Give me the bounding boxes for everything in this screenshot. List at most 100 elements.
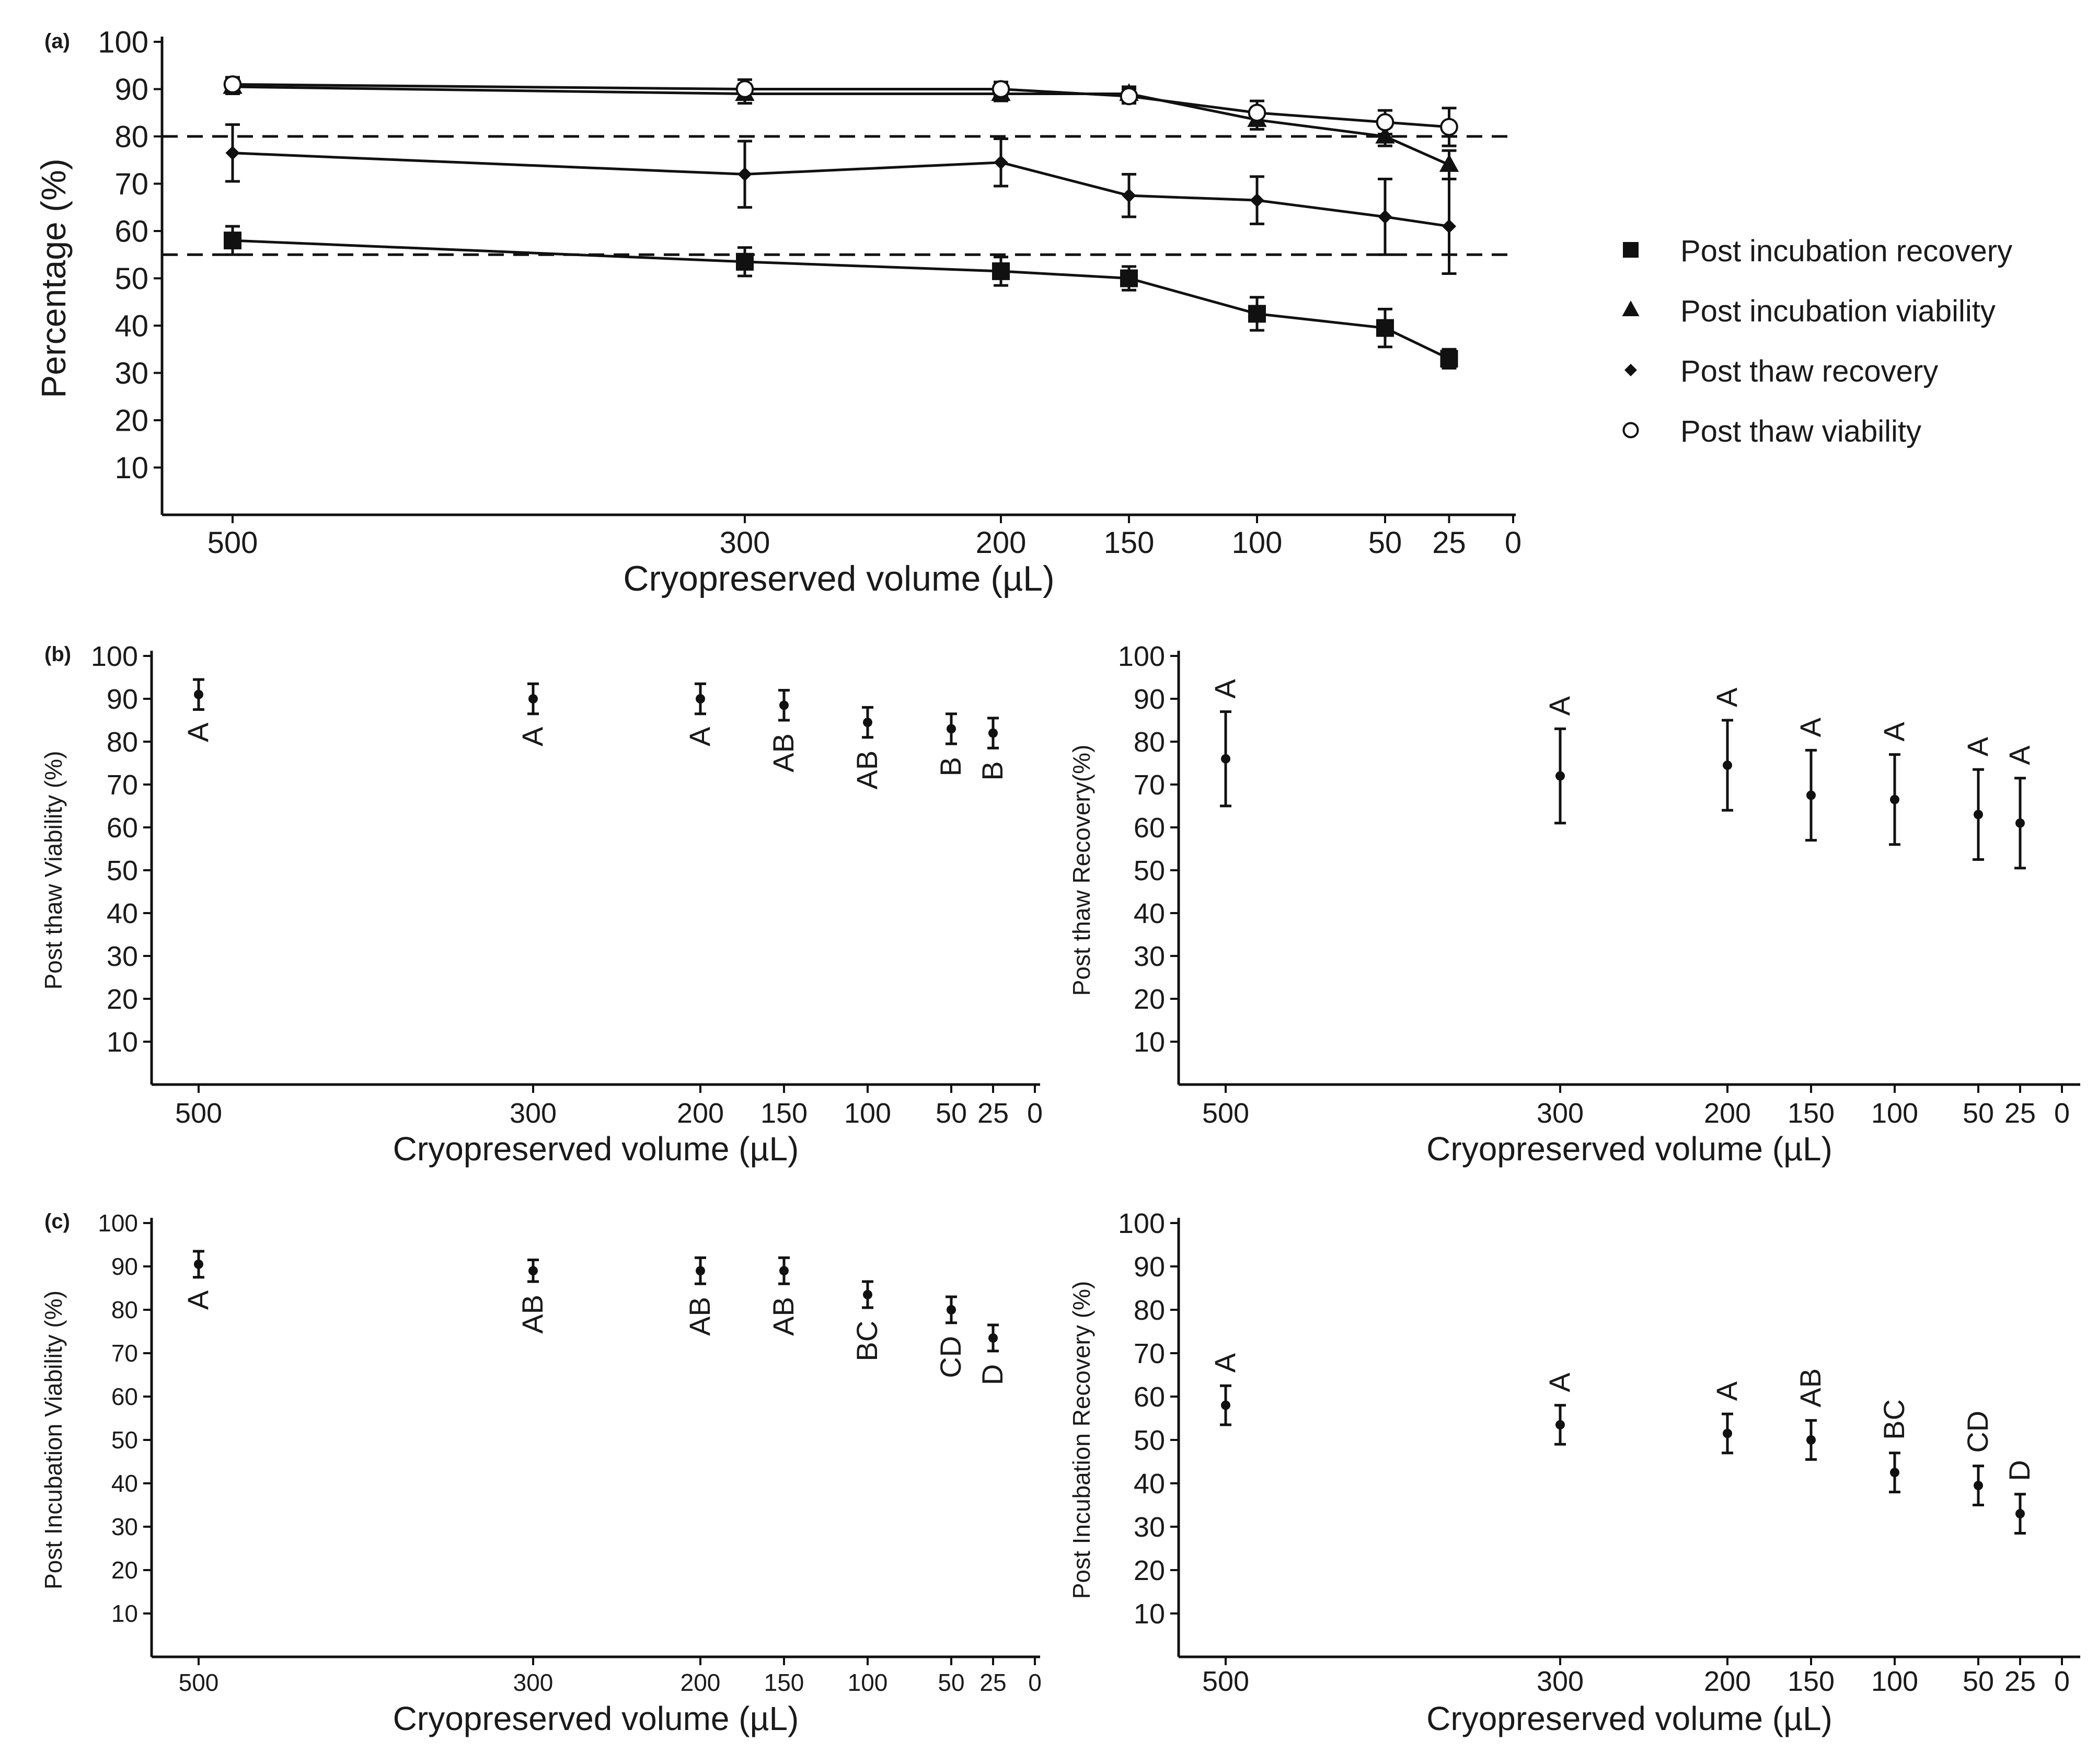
y-tick-label: 100 [91, 641, 138, 672]
data-point: BC [1877, 1399, 1910, 1494]
marker-dot [1890, 1468, 1899, 1478]
y-tick-label: 10 [114, 451, 148, 485]
marker-square [1440, 350, 1458, 368]
x-tick-label: 0 [2054, 1666, 2070, 1697]
marker-diamond [1122, 188, 1136, 203]
x-tick-label: 500 [208, 526, 258, 560]
marker-triangle [1622, 301, 1640, 316]
significance-letter: AB [683, 1297, 716, 1336]
panel-c1: 100 90 80 70 60 50 40 30 20 10 500 300 200 150 100 50 25… [40, 1209, 1042, 1737]
x-tick-label: 25 [979, 1669, 1006, 1696]
x-tick-label: 25 [977, 1098, 1009, 1129]
marker-circle [1120, 87, 1138, 106]
marker-dot [1555, 1420, 1565, 1429]
significance-letter: AB [767, 733, 800, 773]
data-point: AB [516, 1259, 549, 1334]
y-tick-label: 60 [107, 812, 138, 844]
marker-dot [1806, 790, 1816, 800]
significance-letter: BC [1877, 1399, 1910, 1440]
x-axis-title: Cryopreserved volume (µL) [393, 1700, 799, 1737]
x-tick-label: 50 [1963, 1098, 1994, 1129]
y-tick-label: 30 [1134, 1512, 1165, 1543]
marker-square [1120, 269, 1138, 287]
y-tick-label: 60 [114, 214, 148, 248]
y-tick-label: 10 [111, 1600, 138, 1627]
data-point: CD [934, 1295, 967, 1378]
series-post-incubation-recovery [224, 225, 1458, 370]
data-point: D [976, 1323, 1009, 1385]
marker-dot [2015, 1509, 2025, 1519]
y-tick-label: 30 [111, 1513, 138, 1540]
y-tick-label: 50 [107, 855, 138, 886]
y-tick-label: 70 [111, 1340, 138, 1367]
marker-square [1248, 305, 1266, 323]
y-tick-label: 20 [111, 1557, 138, 1584]
marker-square [1623, 242, 1639, 258]
y-tick-label: 20 [1134, 1555, 1165, 1586]
marker-circle [1622, 422, 1639, 439]
x-tick-label: 150 [760, 1098, 808, 1129]
y-tick-label: 30 [1134, 941, 1165, 972]
data-point: A [1208, 679, 1241, 808]
x-axis-title: Cryopreserved volume (µL) [623, 559, 1054, 598]
significance-letter: AB [850, 751, 883, 790]
x-tick-label: 300 [513, 1669, 554, 1696]
marker-dot [1221, 1400, 1230, 1410]
x-axis-title: Cryopreserved volume (µL) [1426, 1130, 1832, 1168]
marker-dot [528, 694, 538, 704]
y-tick-label: 80 [1134, 727, 1165, 758]
significance-letter: AB [516, 1295, 549, 1334]
significance-letter: AB [1794, 1368, 1827, 1408]
data-point: B [976, 717, 1009, 781]
y-tick-label: 10 [1134, 1598, 1165, 1630]
marker-dot [988, 728, 998, 738]
data-point: AB [850, 706, 883, 790]
significance-letter: D [976, 1364, 1009, 1385]
data-point: A [516, 682, 549, 746]
significance-letter: A [1543, 1373, 1576, 1392]
marker-dot [1723, 760, 1732, 770]
significance-letter: A [516, 727, 549, 746]
data-point: AB [1794, 1368, 1827, 1461]
y-axis-title: Post Incubation Viability (%) [40, 1290, 67, 1589]
marker-circle [1440, 118, 1458, 136]
x-tick-label: 500 [179, 1669, 219, 1696]
data-point: A [1543, 696, 1576, 825]
series-post-thaw-recovery [225, 123, 1457, 275]
significance-letter: B [976, 761, 1009, 780]
y-tick-label: 60 [1134, 812, 1165, 844]
marker-circle [992, 80, 1010, 98]
y-tick-label: 70 [114, 167, 148, 201]
marker-dot [1221, 754, 1230, 764]
marker-circle [1248, 103, 1266, 122]
x-tick-label: 100 [1871, 1098, 1918, 1129]
x-tick-label: 25 [2004, 1666, 2036, 1697]
y-tick-label: 100 [1118, 641, 1165, 672]
panel-c2: 100 90 80 70 60 50 40 30 20 10 500 300 200 150 100 50 25… [1068, 1208, 2080, 1737]
y-tick-label: 50 [111, 1426, 138, 1454]
x-tick-label: 100 [1232, 526, 1283, 560]
x-axis-title: Cryopreserved volume (µL) [1426, 1700, 1832, 1737]
marker-dot [988, 1333, 998, 1343]
marker-dot [947, 724, 956, 734]
legend-label: Post incubation viability [1680, 294, 1996, 328]
y-tick-label: 90 [107, 684, 138, 715]
significance-letter: D [2003, 1460, 2036, 1481]
y-tick-label: 20 [107, 984, 138, 1015]
panel-label: (c) [44, 1210, 70, 1233]
marker-diamond [994, 155, 1008, 170]
data-point: A [181, 678, 214, 742]
x-tick-label: 300 [510, 1098, 557, 1129]
x-tick-label: 150 [1104, 526, 1155, 560]
marker-circle [223, 75, 242, 94]
marker-circle [1376, 113, 1394, 132]
x-tick-label: 150 [1788, 1666, 1835, 1697]
marker-diamond [1250, 193, 1264, 207]
marker-dot [696, 694, 705, 704]
x-tick-label: 100 [844, 1098, 891, 1129]
legend-label: Post thaw recovery [1680, 354, 1938, 388]
y-tick-label: 50 [114, 262, 148, 296]
y-tick-label: 20 [114, 403, 148, 437]
significance-letter: BC [850, 1321, 883, 1362]
significance-letter: A [1961, 736, 1994, 756]
